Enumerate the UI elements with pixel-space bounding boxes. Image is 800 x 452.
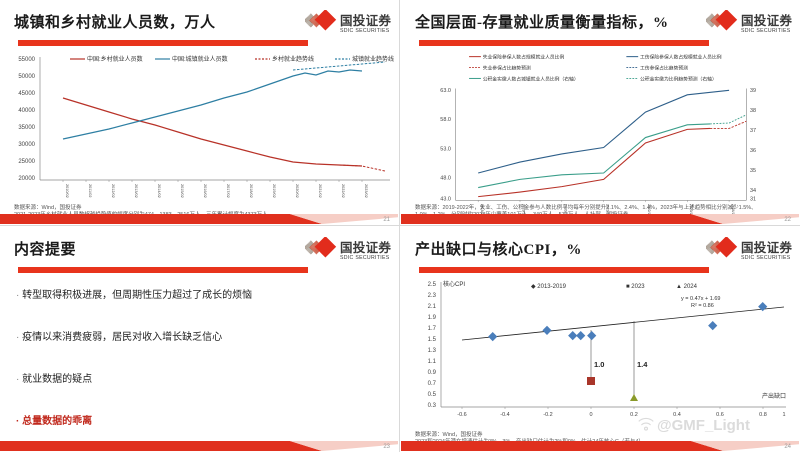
svg-text:37: 37	[750, 128, 756, 134]
svg-text:2023/02: 2023/02	[364, 184, 368, 198]
svg-text:乡村就业趋势线: 乡村就业趋势线	[272, 55, 314, 63]
svg-text:2021/02: 2021/02	[318, 184, 322, 198]
svg-text:1.3: 1.3	[428, 348, 437, 354]
svg-text:2020/02: 2020/02	[295, 184, 299, 198]
svg-text:1.9: 1.9	[428, 315, 437, 321]
svg-text:2013/02: 2013/02	[134, 184, 138, 198]
svg-text:40000: 40000	[18, 108, 35, 114]
svg-text:城镇就业趋势线: 城镇就业趋势线	[352, 55, 394, 63]
svg-text:2011/02: 2011/02	[88, 184, 92, 197]
svg-text:53.0: 53.0	[440, 146, 451, 152]
svg-text:2014/02: 2014/02	[157, 184, 161, 198]
svg-text:产出缺口: 产出缺口	[762, 392, 786, 400]
svg-text:1.5: 1.5	[428, 337, 437, 343]
svg-text:2010/02: 2010/02	[65, 184, 69, 198]
svg-text:38: 38	[750, 108, 756, 114]
svg-text:中国:城镇就业人员数: 中国:城镇就业人员数	[172, 55, 228, 63]
svg-text:2018/02: 2018/02	[249, 184, 253, 198]
svg-text:1.1: 1.1	[428, 359, 437, 365]
svg-text:1.0: 1.0	[594, 360, 604, 369]
svg-text:工伤保险参保人数占规模就业人员比例: 工伤保险参保人数占规模就业人员比例	[640, 53, 722, 60]
svg-text:0.9: 0.9	[428, 370, 437, 376]
svg-text:■ 2023: ■ 2023	[626, 284, 645, 290]
svg-text:55000: 55000	[18, 57, 35, 63]
svg-text:-0.4: -0.4	[500, 412, 509, 418]
svg-text:30000: 30000	[18, 142, 35, 148]
svg-text:45000: 45000	[18, 91, 35, 97]
svg-text:0.3: 0.3	[428, 403, 437, 409]
svg-text:63.0: 63.0	[440, 88, 451, 94]
svg-text:1.4: 1.4	[637, 360, 648, 369]
svg-text:58.0: 58.0	[440, 117, 451, 123]
svg-text:25000: 25000	[18, 159, 35, 165]
svg-text:0.5: 0.5	[428, 392, 437, 398]
svg-text:工伤参保占比趋势预测: 工伤参保占比趋势预测	[640, 64, 688, 71]
svg-text:35: 35	[750, 168, 756, 174]
svg-text:-0.6: -0.6	[457, 412, 466, 418]
svg-text:2.5: 2.5	[428, 282, 437, 288]
svg-text:2017/02: 2017/02	[226, 184, 230, 198]
svg-text:2015/02: 2015/02	[180, 184, 184, 198]
svg-text:34: 34	[750, 188, 756, 194]
svg-text:48.0: 48.0	[440, 175, 451, 181]
svg-text:50000: 50000	[18, 74, 35, 80]
svg-text:39: 39	[750, 88, 756, 94]
svg-text:R² = 0.86: R² = 0.86	[691, 303, 714, 309]
svg-text:◆ 2013-2019: ◆ 2013-2019	[531, 284, 567, 290]
svg-text:1.7: 1.7	[428, 326, 437, 332]
svg-text:2019/02: 2019/02	[272, 184, 276, 198]
svg-text:2016/02: 2016/02	[203, 184, 207, 198]
svg-text:核心CPI: 核心CPI	[443, 280, 465, 288]
svg-text:20000: 20000	[18, 176, 35, 182]
svg-text:1: 1	[782, 412, 785, 418]
svg-text:43.0: 43.0	[440, 196, 451, 202]
svg-text:31: 31	[750, 196, 756, 202]
svg-text:2012/02: 2012/02	[111, 184, 115, 198]
svg-text:中国:乡村就业人员数: 中国:乡村就业人员数	[87, 55, 143, 63]
svg-text:2.1: 2.1	[428, 304, 437, 310]
svg-text:失业保险参保人数占规模就业人员比例: 失业保险参保人数占规模就业人员比例	[483, 53, 565, 60]
svg-text:y = 0.47x + 1.69: y = 0.47x + 1.69	[681, 296, 720, 302]
svg-text:0: 0	[589, 412, 592, 418]
svg-text:公积金实缴人数占城镇就业人员比例（右轴）: 公积金实缴人数占城镇就业人员比例（右轴）	[483, 75, 579, 82]
svg-text:-0.2: -0.2	[543, 412, 552, 418]
svg-text:2022/02: 2022/02	[341, 184, 345, 198]
svg-text:2.3: 2.3	[428, 293, 437, 299]
svg-text:公积金实缴为比例趋势预测（右轴）: 公积金实缴为比例趋势预测（右轴）	[640, 75, 717, 82]
svg-text:35000: 35000	[18, 125, 35, 131]
svg-text:0.7: 0.7	[428, 381, 437, 387]
svg-text:36: 36	[750, 148, 756, 154]
svg-text:失业参保占比趋势预测: 失业参保占比趋势预测	[483, 64, 531, 71]
svg-text:▲ 2024: ▲ 2024	[676, 284, 698, 290]
svg-text:0.8: 0.8	[759, 412, 767, 418]
